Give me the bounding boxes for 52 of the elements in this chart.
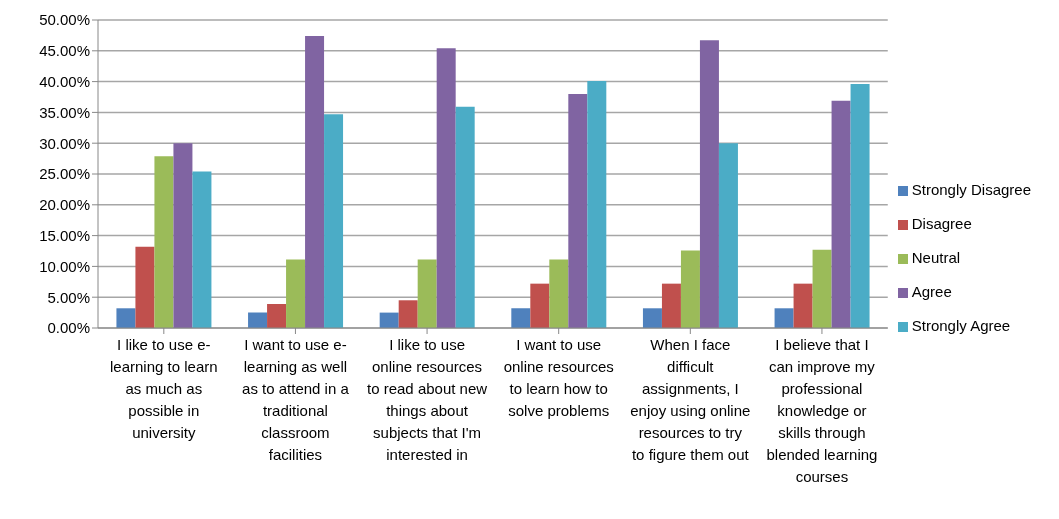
- bar: [324, 114, 344, 328]
- y-tick-label: 40.00%: [39, 72, 90, 90]
- x-tick-label: I like to use online resources to read about new things about subjects that I'm interested in: [367, 336, 488, 463]
- bar: [680, 250, 700, 328]
- bar: [774, 308, 794, 328]
- bar: [417, 259, 437, 328]
- bar: [154, 156, 174, 328]
- x-tick-label: I believe that I can improve my professional knowledge or skills through blended learning courses: [766, 336, 878, 485]
- bar: [831, 100, 851, 328]
- bar: [793, 283, 813, 328]
- bar: [248, 312, 268, 328]
- legend-label: Disagree: [911, 215, 972, 232]
- bar: [699, 40, 719, 328]
- y-tick-label: 15.00%: [39, 226, 90, 244]
- legend-label: Neutral: [911, 249, 961, 266]
- bar: [135, 246, 155, 328]
- bar: [642, 308, 662, 328]
- y-tick-label: 20.00%: [39, 196, 90, 214]
- bar: [530, 283, 550, 328]
- bar: [286, 259, 306, 328]
- y-tick-label: 25.00%: [39, 165, 90, 183]
- legend-label: Strongly Disagree: [911, 181, 1031, 198]
- bar: [549, 259, 569, 328]
- legend-label: Agree: [911, 283, 952, 300]
- bar: [568, 93, 588, 328]
- x-tick-label: I want to use e-learning as well as to attend in a traditional classroom facilities: [242, 336, 350, 463]
- bar: [718, 143, 738, 328]
- bar: [379, 312, 399, 328]
- y-tick-label: 0.00%: [47, 319, 90, 337]
- bar: [305, 36, 325, 328]
- bar: [173, 143, 193, 328]
- bar: [436, 48, 456, 328]
- x-tick-label: When I face difficult assignments, I enjoy using online resources to try to figure them out: [630, 336, 751, 463]
- bar: [192, 171, 212, 328]
- y-tick-label: 45.00%: [39, 42, 90, 60]
- y-tick-label: 30.00%: [39, 134, 90, 152]
- y-tick-label: 50.00%: [39, 11, 90, 29]
- bar: [398, 300, 418, 328]
- bar: [661, 283, 681, 328]
- x-tick-label: I like to use e-learning to learn as much as possible in university: [110, 336, 218, 441]
- x-tick-label: I want to use online resources to learn how to solve problems: [503, 336, 614, 419]
- bar: [455, 106, 475, 328]
- y-tick-label: 5.00%: [47, 288, 90, 306]
- bar: [511, 308, 531, 328]
- legend-label: Strongly Agree: [911, 317, 1011, 334]
- bar: [812, 249, 832, 328]
- y-tick-label: 35.00%: [39, 103, 90, 121]
- bar: [587, 80, 607, 328]
- bar: [850, 84, 870, 328]
- bar: [116, 308, 136, 328]
- bar: [267, 303, 287, 328]
- y-tick-label: 10.00%: [39, 257, 90, 275]
